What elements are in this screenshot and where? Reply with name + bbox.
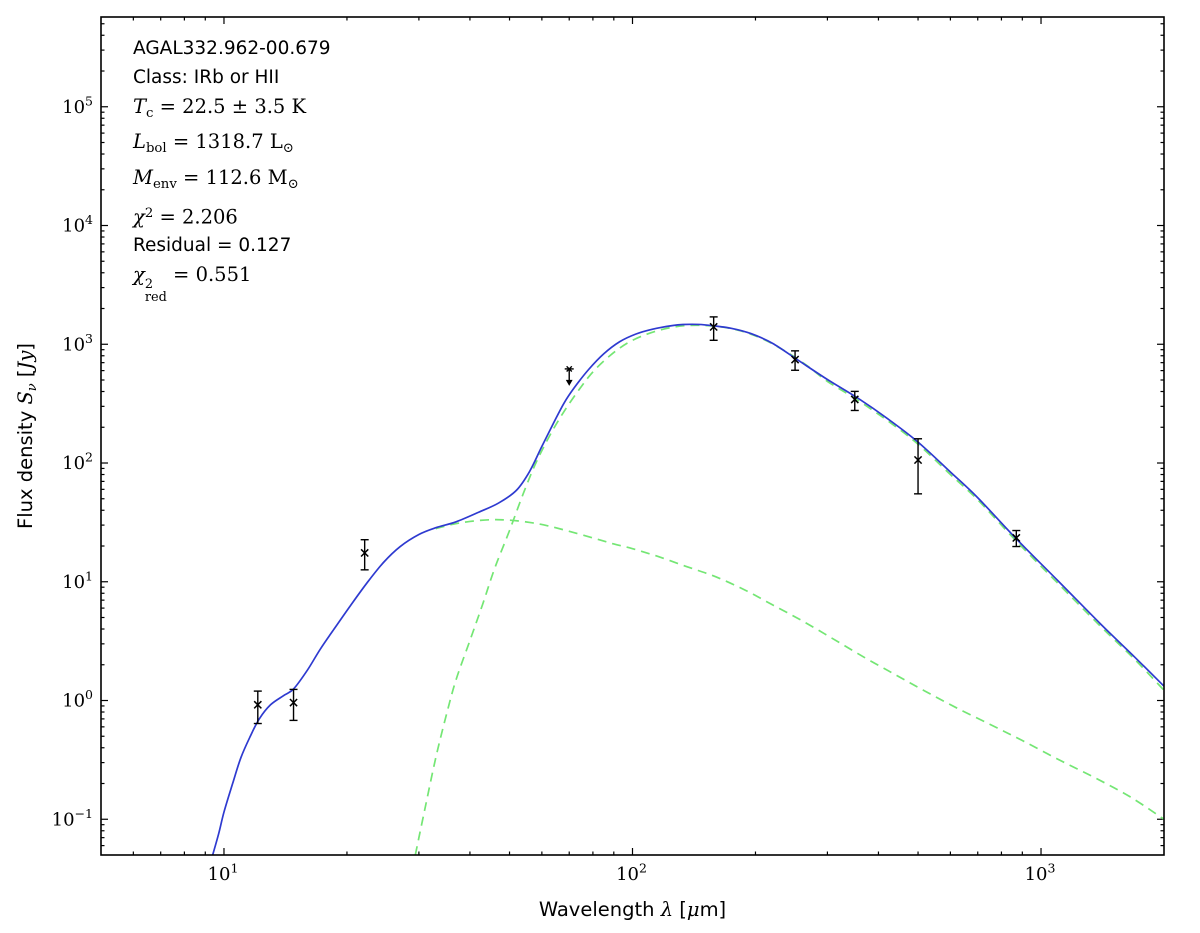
warm-component-curve [435,518,1164,820]
x-marker [850,395,859,404]
upper-limit-point [564,365,574,386]
x-marker [289,698,298,707]
data-point [790,350,800,371]
y-tick-label: 104 [62,212,93,237]
annotation-chi-squared-reduced: χ 2 red = 0.551 [133,263,252,305]
data-point [1012,529,1021,548]
y-tick-label: 101 [62,568,93,593]
x-tick-label: 101 [208,861,239,886]
data-points [253,316,1021,725]
x-marker [360,548,369,558]
cold-component-curve [414,324,1164,855]
annotation-block: AGAL332.962-00.679 Class: IRb or HII Tc = … [133,35,331,304]
down-arrow-icon [565,379,573,386]
plot-border [100,16,1165,856]
x-tick-labels: 101 102 103 [208,861,1056,886]
y-tick-label: 103 [62,331,93,356]
data-point [709,316,718,341]
annotation-residual: Residual = 0.127 [133,235,292,257]
annotation-source-name: AGAL332.962-00.679 [133,38,331,59]
y-tick-labels: 105 104 103 102 101 100 10−1 [52,93,93,830]
annotation-envelope-mass: Menv = 112.6 M⊙ [133,166,299,193]
x-tick-label: 103 [1025,861,1056,886]
x-axis-label: Wavelength λ [μm] [539,898,726,921]
annotation-luminosity: Lbol = 1318.7 L⊙ [133,130,294,157]
data-point [850,390,859,412]
x-marker [913,455,923,465]
data-point [253,690,262,725]
y-tick-label: 10−1 [52,806,93,831]
x-tick-label: 102 [616,861,647,886]
data-point [913,438,923,495]
annotation-temperature: Tc = 22.5 ± 3.5 K [133,94,307,121]
model-curves [211,323,1164,855]
x-marker [790,355,800,364]
total-model-curve [211,323,1164,855]
annotation-source-class: Class: IRb or HII [133,66,280,88]
data-point [289,688,298,722]
data-point [360,539,369,571]
x-marker [253,700,262,709]
annotation-chi-squared: χ2 = 2.206 [133,205,238,229]
y-tick-label: 100 [62,687,93,712]
x-marker [709,322,718,332]
y-tick-label: 102 [62,450,93,475]
y-axis-label: Flux density Sν [Jy] [14,343,40,529]
y-tick-label: 105 [62,93,93,118]
x-marker [1012,533,1021,543]
